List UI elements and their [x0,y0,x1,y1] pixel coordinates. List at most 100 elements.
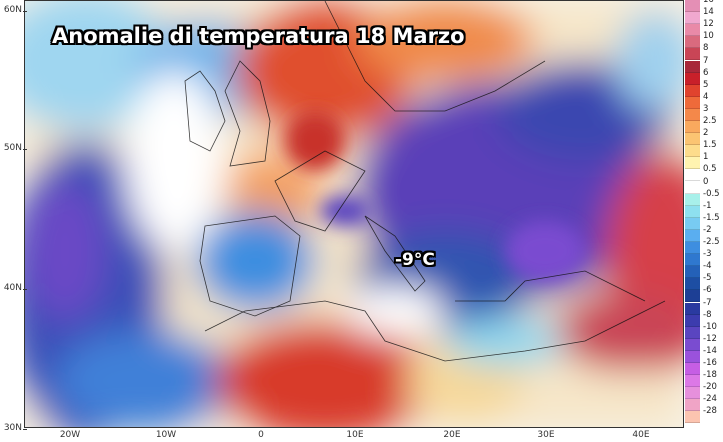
legend-label: 2.5 [703,116,717,126]
legend-swatch [685,411,700,424]
legend-entry: -10 [685,322,723,339]
anomaly-annotation: -9°C [395,250,435,270]
legend-entry: -3 [685,249,723,267]
legend-entry: -12 [685,334,723,351]
legend-swatch [685,314,700,327]
legend-swatch [685,60,700,73]
legend-swatch [685,96,700,109]
legend-entry: -16 [685,358,723,376]
legend-label: -4 [703,261,712,272]
legend-label: -12 [703,333,717,344]
color-legend: 16 14 12 10 8 7 6 5 4 3 2.5 2 1.5 1 0.5 0 -0.5 -1 -1.5 -2 -2… [685,0,723,424]
lat-label: 60N [0,5,27,15]
legend-swatch [685,242,700,255]
legend-swatch [685,145,700,158]
legend-label: -6 [703,285,712,296]
legend-swatch [685,48,700,61]
legend-swatch [685,278,700,291]
legend-entry: 0 [685,177,723,194]
legend-entry: -6 [685,285,723,303]
legend-swatch [685,302,700,315]
legend-entry: -2.5 [685,237,723,255]
legend-entry: -1 [685,201,723,218]
lon-label: 40E [632,430,650,440]
legend-swatch [685,24,700,37]
legend-swatch [685,157,700,170]
legend-entry: 12 [685,19,723,37]
legend-swatch [685,108,700,121]
legend-entry: 5 [685,80,723,97]
legend-swatch [685,266,700,279]
legend-entry: -1.5 [685,213,723,230]
legend-entry: -7 [685,298,723,315]
legend-entry: -14 [685,346,723,363]
legend-label: -7 [703,297,712,308]
legend-swatch [685,217,700,230]
legend-swatch [685,375,700,388]
legend-swatch [685,387,700,400]
legend-label: -24 [703,394,717,405]
legend-swatch [685,0,700,13]
legend-entry: 1 [685,152,723,170]
legend-swatch [685,229,700,242]
legend-label: 5 [703,79,709,90]
legend-swatch [685,350,700,363]
legend-label: -2 [703,224,712,235]
legend-label: 4 [703,91,709,102]
legend-label: -3 [703,249,712,260]
legend-label: 8 [703,43,709,54]
legend-label: 1.5 [703,140,717,151]
legend-label: 1 [703,152,709,163]
legend-entry: 3 [685,104,723,121]
lon-label: 30E [537,430,555,440]
legend-swatch [685,290,700,303]
legend-label: -2.5 [703,237,720,247]
lat-label: 40N [0,283,27,293]
legend-entry: 8 [685,43,723,61]
legend-entry: -4 [685,261,723,279]
legend-swatch [685,193,700,206]
legend-label: 3 [703,103,709,114]
legend-entry: -28 [685,406,723,424]
lat-label: 50N [0,143,27,153]
legend-swatch [685,205,700,218]
lon-label: 20E [443,430,461,440]
legend-entry: -24 [685,394,723,412]
legend-entry: 7 [685,56,723,73]
legend-swatch [685,254,700,267]
map-title: Anomalie di temperatura 18 Marzo [52,24,465,48]
legend-label: -1 [703,200,712,211]
temperature-anomaly-map [24,0,684,428]
legend-swatch [685,121,700,134]
legend-label: 7 [703,55,709,66]
legend-label: 12 [703,19,714,30]
legend-label: -20 [703,382,717,393]
legend-entry: 1.5 [685,140,723,158]
legend-entry: -2 [685,225,723,242]
legend-swatch [685,72,700,85]
legend-entry: 16 [685,0,723,13]
lon-label: 10E [346,430,364,440]
legend-swatch [685,12,700,25]
legend-label: 6 [703,67,709,78]
legend-swatch [685,133,700,146]
legend-entry: 6 [685,68,723,85]
anomaly-field [25,1,683,427]
legend-swatch [685,84,700,97]
legend-label: -16 [703,358,717,368]
coastlines [184,1,666,362]
legend-swatch [685,399,700,412]
legend-entry: 14 [685,7,723,25]
legend-entry: 4 [685,92,723,109]
legend-label: 0.5 [703,164,717,175]
lon-label: 0 [258,430,264,440]
legend-entry: -5 [685,273,723,291]
legend-swatch [685,363,700,376]
legend-entry: 2 [685,128,723,146]
legend-label: -8 [703,309,712,320]
legend-swatch [685,36,700,49]
lat-label: 30N [0,423,27,433]
legend-label: -10 [703,321,717,332]
legend-entry: -18 [685,370,723,388]
legend-label: -5 [703,273,712,284]
